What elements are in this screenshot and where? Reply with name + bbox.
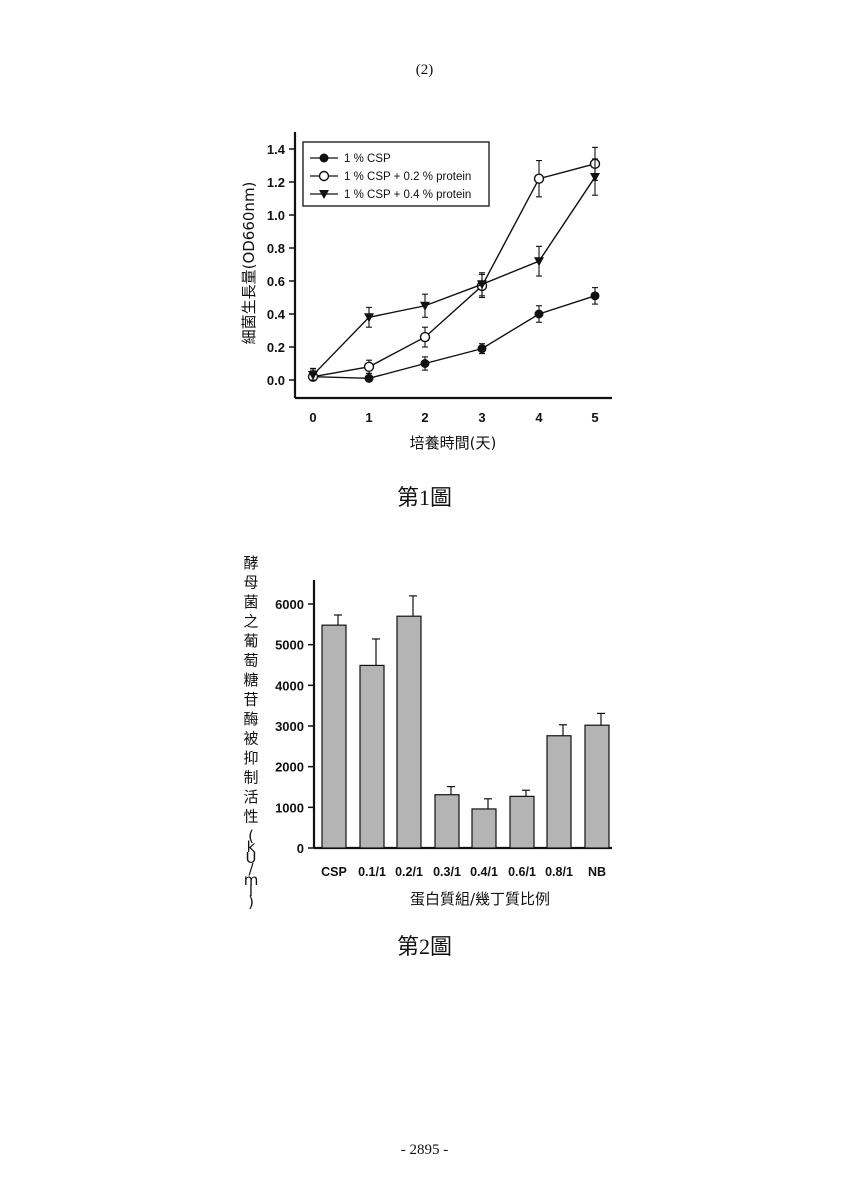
series-line [312, 295, 596, 380]
y-tick-label: 2000 [275, 760, 304, 775]
data-point [590, 291, 600, 301]
x-tick-label: 1 [365, 410, 372, 425]
bar [434, 794, 460, 849]
legend-box [302, 141, 490, 207]
data-point [420, 301, 430, 311]
x-axis-label: 蛋白質組/幾丁質比例 [410, 890, 550, 908]
x-tick-label: NB [588, 865, 606, 879]
data-point [363, 361, 375, 372]
legend-marker [319, 153, 329, 163]
y-tick-label: 5000 [275, 638, 304, 653]
x-tick-label: CSP [321, 865, 347, 879]
y-tick-label: 1.4 [267, 142, 286, 157]
data-point [590, 173, 600, 183]
y-tick-label: 0.6 [267, 274, 285, 289]
data-point [364, 313, 374, 323]
x-tick-label: 0 [309, 410, 316, 425]
page-footer-number: - 2895 - [400, 1142, 449, 1158]
legend-marker [319, 190, 329, 199]
y-tick-label: 0.2 [267, 340, 285, 355]
x-axis-label: 培養時間(天) [410, 434, 497, 452]
y-tick-label: 0.4 [267, 307, 286, 322]
data-point [477, 344, 487, 354]
legend-label: 1 % CSP + 0.2 % protein [344, 171, 471, 183]
y-axis-label: 細菌生長量(OD660nm) [240, 182, 258, 345]
x-tick-label: 0.4/1 [470, 865, 498, 879]
y-tick-label: 3000 [275, 719, 304, 734]
y-tick-label: 0.8 [267, 241, 285, 256]
y-axis-label: 酵母菌之葡萄糖苷酶被抑制活性(k U / m l) [243, 554, 258, 911]
bar [584, 724, 610, 849]
data-point [420, 359, 430, 368]
x-tick-label: 4 [535, 410, 543, 425]
x-tick-label: 0.2/1 [395, 865, 423, 879]
y-tick-label: 1000 [275, 800, 304, 815]
data-point [364, 373, 374, 383]
legend-marker [318, 170, 330, 182]
x-tick-label: 2 [421, 410, 428, 425]
x-tick-label: 3 [478, 410, 485, 425]
data-point [419, 331, 431, 343]
legend-label: 1 % CSP [344, 153, 391, 165]
series-line [312, 176, 596, 376]
x-tick-label: 0.6/1 [508, 865, 536, 879]
data-point [533, 173, 545, 184]
series-line [312, 163, 596, 378]
data-point [477, 280, 487, 290]
page-header-number: (2) [415, 62, 434, 78]
bar [471, 808, 497, 849]
data-point [534, 257, 544, 267]
data-point [308, 371, 318, 381]
legend-label: 1 % CSP + 0.4 % protein [344, 189, 471, 201]
bar [359, 664, 385, 849]
bar [396, 615, 422, 849]
x-tick-label: 0.8/1 [545, 865, 573, 879]
x-tick-label: 0.3/1 [433, 865, 461, 879]
y-tick-label: 1.2 [267, 175, 285, 190]
y-tick-label: 1.0 [267, 208, 285, 223]
bar [321, 624, 347, 849]
y-tick-label: 0 [297, 841, 304, 856]
y-tick-label: 4000 [275, 678, 304, 693]
bar [546, 735, 572, 849]
figure-2-caption: 第2圖 [396, 934, 452, 959]
y-tick-label: 0.0 [267, 373, 285, 388]
figure-1-caption: 第1圖 [396, 485, 452, 510]
x-tick-label: 5 [591, 410, 598, 425]
data-point [534, 309, 544, 319]
x-tick-label: 0.1/1 [358, 865, 386, 879]
y-tick-label: 6000 [275, 597, 304, 612]
bar [509, 795, 535, 849]
